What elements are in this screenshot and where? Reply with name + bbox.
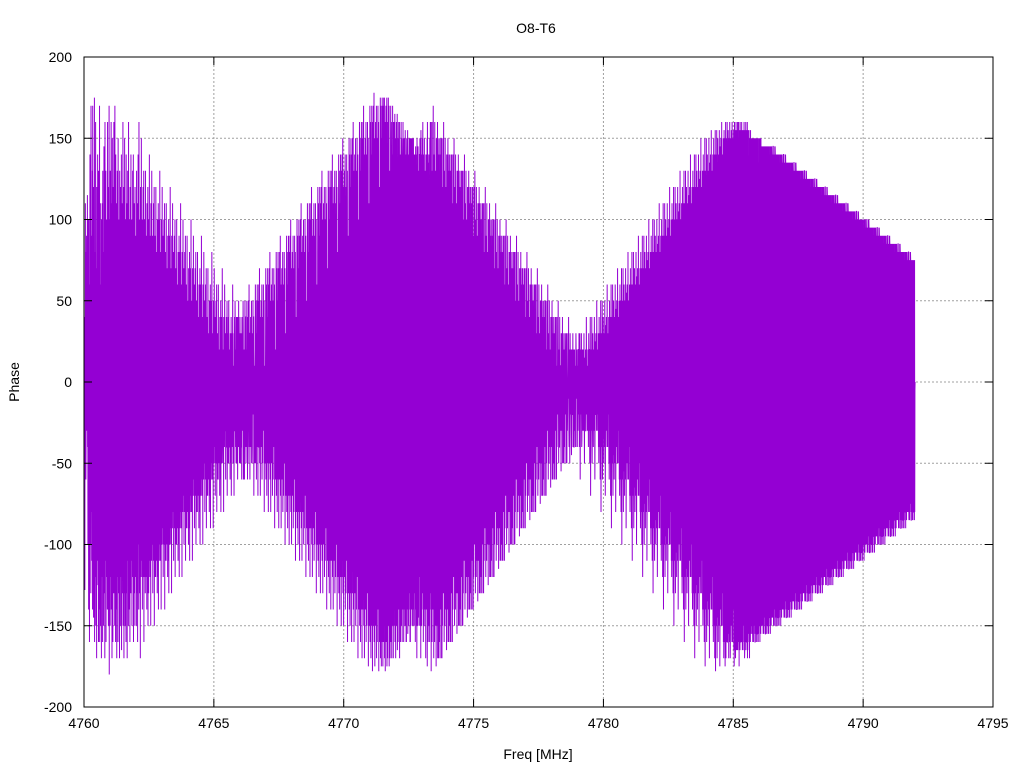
series-line bbox=[83, 92, 916, 675]
x-axis-label: Freq [MHz] bbox=[503, 746, 572, 762]
x-tick-label: 4795 bbox=[977, 715, 1008, 731]
tick-layer: 4760 4765 4770 4775 4780 4785 4790 4795 -200 -150… bbox=[44, 49, 1009, 731]
y-tick-label: 200 bbox=[49, 49, 73, 65]
x-tick-label: 4790 bbox=[848, 715, 879, 731]
y-tick-label: 100 bbox=[49, 212, 73, 228]
y-axis-label: Phase bbox=[6, 362, 22, 402]
x-tick-label: 4775 bbox=[458, 715, 489, 731]
y-tick-label: -50 bbox=[52, 455, 72, 471]
y-tick-label: 50 bbox=[56, 293, 72, 309]
series-layer bbox=[83, 92, 916, 675]
y-tick-label: -100 bbox=[44, 537, 72, 553]
x-tick-label: 4770 bbox=[328, 715, 359, 731]
x-tick-label: 4760 bbox=[68, 715, 99, 731]
x-tick-label: 4785 bbox=[718, 715, 749, 731]
x-tick-label: 4765 bbox=[198, 715, 229, 731]
chart-title: O8-T6 bbox=[516, 20, 556, 36]
x-tick-label: 4780 bbox=[588, 715, 619, 731]
y-tick-label: 0 bbox=[64, 374, 72, 390]
y-tick-label: 150 bbox=[49, 130, 73, 146]
y-tick-label: -150 bbox=[44, 618, 72, 634]
y-tick-label: -200 bbox=[44, 699, 72, 715]
